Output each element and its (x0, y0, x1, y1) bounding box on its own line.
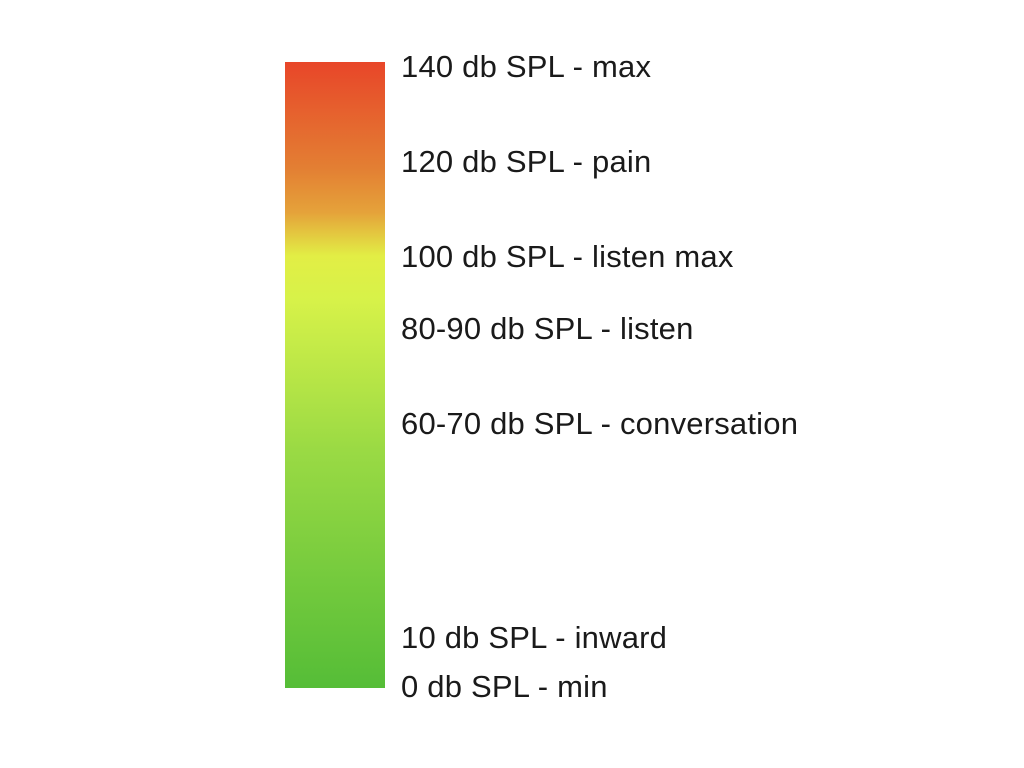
level-label-inward: 10 db SPL - inward (401, 620, 668, 655)
level-label-listen: 80-90 db SPL - listen (401, 311, 694, 346)
level-label-pain: 120 db SPL - pain (401, 144, 652, 179)
level-label-max: 140 db SPL - max (401, 49, 652, 84)
level-label-min: 0 db SPL - min (401, 669, 608, 704)
spl-gradient-bar (285, 62, 385, 688)
level-label-listen-max: 100 db SPL - listen max (401, 239, 734, 274)
level-label-conversation: 60-70 db SPL - conversation (401, 406, 799, 441)
